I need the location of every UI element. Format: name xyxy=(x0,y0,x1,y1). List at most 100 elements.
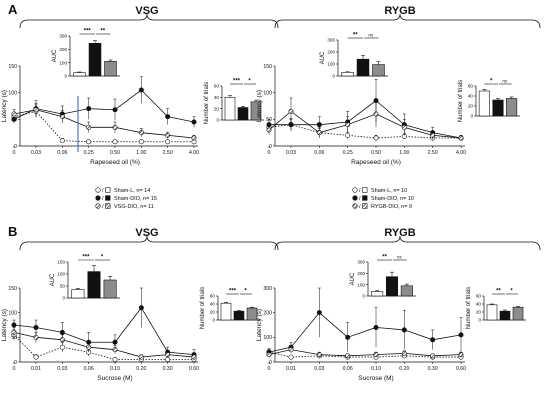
auc-tick-label: 200 xyxy=(327,50,335,55)
series-line-filled xyxy=(13,307,195,355)
trials-tick-label: 40 xyxy=(476,302,482,307)
data-point-hatched xyxy=(138,354,144,360)
legend-separator: / xyxy=(102,196,104,202)
series-line-open xyxy=(268,124,461,139)
data-point-filled xyxy=(112,339,118,345)
auc-sig-label: ** xyxy=(100,29,105,35)
main-y-tick-label: 300 xyxy=(263,286,272,292)
auc-bar xyxy=(103,279,117,299)
main-x-tick-label: 2.50 xyxy=(163,150,173,156)
data-point-open xyxy=(86,139,92,145)
auc-tick-label: 200 xyxy=(59,47,67,52)
data-point-hatched xyxy=(430,353,436,359)
data-point-hatched xyxy=(86,124,92,130)
data-point-hatched xyxy=(138,130,144,136)
trials-ylabel: Number of trials xyxy=(458,80,464,122)
data-point-hatched xyxy=(430,132,436,138)
group-brace-a-vsg xyxy=(19,13,279,29)
data-point-hatched xyxy=(33,334,39,340)
data-point-open xyxy=(373,135,379,141)
main-x-tick-label: 0.60 xyxy=(456,366,466,372)
group-brace-b-vsg xyxy=(19,235,279,251)
data-point-open xyxy=(345,132,351,138)
main-y-tick-label: 100 xyxy=(8,310,17,316)
auc-tick-label: 100 xyxy=(357,282,365,287)
trials-tick-label: 20 xyxy=(214,106,220,111)
auc-sig-label: ns xyxy=(397,255,403,260)
trials-bar xyxy=(512,306,524,321)
data-point-hatched xyxy=(191,135,197,141)
trials-bar xyxy=(224,97,236,121)
legend-rygb: / Sham-L, n= 10 / Sham-DIO, n= 10 / RYGB-DIO,… xyxy=(352,187,414,210)
auc-bar xyxy=(400,285,413,297)
trials-bar xyxy=(499,310,511,321)
main-y-tick-label: 150 xyxy=(8,286,17,292)
auc-bar xyxy=(71,289,85,299)
panel-title-a-rygb: RYGB xyxy=(384,5,415,17)
legend-label: VSG-DIO, n= 11 xyxy=(114,204,154,210)
legend-marker-circle xyxy=(352,203,358,209)
trials-tick-label: 20 xyxy=(476,310,482,315)
legend-label: RYGB-DIO, n= 9 xyxy=(371,204,412,210)
main-x-tick-label: 0.03 xyxy=(31,150,41,156)
main-x-tick-label: 0 xyxy=(268,366,271,372)
auc-ylabel: AUC xyxy=(50,273,56,286)
trials-tick-label: 60 xyxy=(476,294,482,299)
legend-marker-square xyxy=(105,187,111,193)
main-x-tick-label: 0.06 xyxy=(84,366,94,372)
main-y-tick-label: 150 xyxy=(8,64,17,70)
trials-tick-label: 40 xyxy=(210,302,216,307)
main-x-tick-label: 2.50 xyxy=(428,150,438,156)
data-point-hatched xyxy=(165,352,171,358)
main-x-tick-label: 4.00 xyxy=(189,150,199,156)
auc-sig-label: *** xyxy=(84,29,92,35)
data-point-filled xyxy=(33,324,39,330)
legend-separator: / xyxy=(102,204,104,210)
main-x-tick-label: 0.01 xyxy=(286,366,296,372)
data-point-hatched xyxy=(112,124,118,130)
main-x-tick-label: 0.50 xyxy=(371,150,381,156)
auc-bar xyxy=(371,291,384,297)
main-ylabel: Latency (s) xyxy=(256,309,263,341)
main-y-tick-label: 0 xyxy=(269,360,272,366)
auc-ylabel: AUC xyxy=(320,51,326,64)
trials-bar xyxy=(220,302,232,321)
data-point-filled xyxy=(138,305,144,311)
data-point-hatched xyxy=(458,352,464,358)
main-y-tick-label: 0 xyxy=(269,144,272,150)
data-point-filled xyxy=(191,119,197,125)
series-line-open xyxy=(13,334,194,360)
trials-tick-label: 40 xyxy=(214,95,220,100)
auc-sig-label: *** xyxy=(82,255,90,261)
legend-marker-circle xyxy=(352,195,358,201)
trials-tick-label: 60 xyxy=(214,84,220,89)
trials-tick-label: 20 xyxy=(468,104,474,109)
auc-tick-label: 0 xyxy=(64,74,67,79)
auc-tick-label: 0 xyxy=(332,74,335,79)
auc-sig-label: * xyxy=(101,255,104,261)
main-y-tick-label: 100 xyxy=(8,90,17,96)
trials-ylabel: Number of trials xyxy=(200,287,206,329)
data-point-filled xyxy=(316,310,322,316)
main-x-tick-label: 0.06 xyxy=(57,150,67,156)
main-x-tick-label: 0.60 xyxy=(189,366,199,372)
data-point-open xyxy=(33,354,39,360)
data-point-hatched xyxy=(59,337,65,343)
data-point-hatched xyxy=(373,111,379,117)
main-x-tick-label: 0.10 xyxy=(371,366,381,372)
auc-tick-label: 150 xyxy=(57,260,65,265)
trials-sig-label: * xyxy=(244,289,247,295)
series-line-filled xyxy=(268,312,462,353)
data-point-open xyxy=(59,138,65,144)
data-point-hatched xyxy=(373,352,379,358)
data-point-filled xyxy=(316,122,322,128)
data-point-filled xyxy=(112,107,118,113)
legend-separator: / xyxy=(359,204,361,210)
legend-label: Sham-L, n= 14 xyxy=(114,188,150,194)
data-point-filled xyxy=(430,337,436,343)
data-point-hatched xyxy=(59,114,65,120)
data-point-filled xyxy=(345,334,351,340)
main-x-tick-label: 0.30 xyxy=(163,366,173,372)
